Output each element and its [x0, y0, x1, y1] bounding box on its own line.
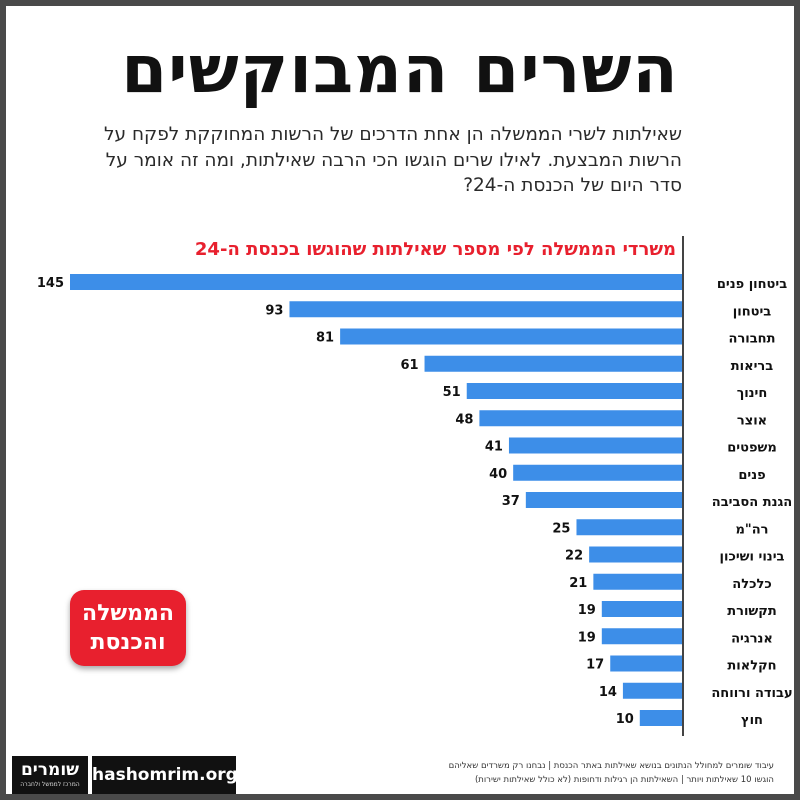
category-label-1: ביטחון [733, 304, 772, 319]
bar-14 [610, 655, 682, 672]
bar-value-label-12: 19 [578, 603, 596, 618]
bar-value-label-5: 48 [455, 412, 473, 427]
bar-value-label-0: 145 [37, 276, 64, 291]
bar-value-label-8: 37 [502, 494, 520, 509]
footnote-line-2: הוגשו 10 שאילתות ויותר | השאילתות הן רגי… [474, 775, 774, 785]
badge-line-2: והכנסת [90, 630, 166, 655]
bar-value-label-16: 10 [616, 712, 634, 727]
category-label-16: חוץ [741, 713, 763, 728]
category-label-5: אוצר [737, 413, 767, 428]
category-label-6: משפטים [727, 441, 777, 456]
category-label-0: ביטחון פנים [717, 277, 787, 292]
page-subtitle: שאילתות לשרי הממשלה הן אחת הדרכים של הרש… [104, 124, 682, 196]
bar-chart: 145 ביטחון פנים 93 ביטחון 81 תחבורה 61 בריאות 51… [37, 274, 793, 728]
category-label-9: רה"מ [736, 522, 769, 537]
bar-12 [601, 601, 682, 617]
category-label-8: הגנת הסביבה [712, 495, 792, 510]
category-label-11: כלכלה [732, 577, 771, 592]
source-footnote: עיבוד שומרים למחולל הנתונים בנושא שאילתו… [354, 759, 774, 787]
bar-value-label-2: 81 [316, 331, 334, 346]
bar-value-label-13: 19 [578, 630, 596, 645]
bar-9 [576, 519, 682, 536]
footer: שומרים המרכז לממשל ולחברה hashomrim.org … [6, 756, 794, 794]
bar-8 [525, 492, 682, 508]
bar-4 [466, 383, 682, 399]
infographic-frame: השרים המבוקשים שאילתות לשרי הממשלה הן אח… [6, 6, 794, 794]
category-label-10: בינוי ושיכון [720, 550, 785, 565]
bar-6 [508, 437, 682, 454]
bar-value-label-9: 25 [552, 521, 570, 536]
category-label-7: פנים [738, 468, 765, 483]
bar-value-label-6: 41 [485, 440, 503, 455]
badge-line-1: הממשלה [81, 601, 175, 626]
bar-10 [589, 546, 682, 563]
bar-16 [639, 710, 682, 726]
page-title: השרים המבוקשים [121, 31, 679, 108]
bar-value-label-7: 40 [489, 467, 507, 482]
bar-value-label-10: 22 [565, 549, 583, 564]
footnote-line-1: עיבוד שומרים למחולל הנתונים בנושא שאילתו… [448, 761, 774, 771]
bar-11 [593, 573, 682, 590]
bar-0 [70, 274, 682, 290]
category-label-14: חקלאות [727, 659, 776, 674]
category-badge: הממשלה והכנסת [70, 590, 186, 666]
bar-value-label-14: 17 [586, 658, 604, 673]
category-label-4: חינוך [737, 386, 768, 401]
category-label-2: תחבורה [729, 332, 776, 347]
hashomrim-logo: שומרים המרכז לממשל ולחברה [12, 756, 88, 794]
bar-value-label-4: 51 [443, 385, 461, 400]
bar-13 [601, 628, 682, 645]
category-label-13: אנרגיה [731, 631, 773, 646]
bar-value-label-11: 21 [569, 576, 587, 591]
chart-axis-line [682, 236, 684, 736]
site-url: hashomrim.org [92, 756, 238, 794]
chart-title: משרדי הממשלה לפי מספר שאילתות שהוגשו בכנ… [194, 239, 676, 260]
category-label-3: בריאות [731, 359, 773, 374]
logo-subtext: המרכז לממשל ולחברה [20, 781, 80, 788]
category-label-15: עבודה ורווחה [711, 686, 792, 701]
bar-value-label-15: 14 [599, 685, 617, 700]
bar-3 [424, 355, 682, 372]
bar-value-label-3: 61 [400, 358, 418, 373]
bar-2 [340, 328, 682, 345]
bar-7 [513, 464, 682, 481]
bar-value-label-1: 93 [265, 303, 283, 318]
logo-text: שומרים [20, 760, 80, 780]
bar-15 [622, 682, 682, 699]
bar-5 [479, 410, 682, 427]
bar-1 [289, 301, 682, 318]
category-label-12: תקשורת [727, 604, 776, 619]
